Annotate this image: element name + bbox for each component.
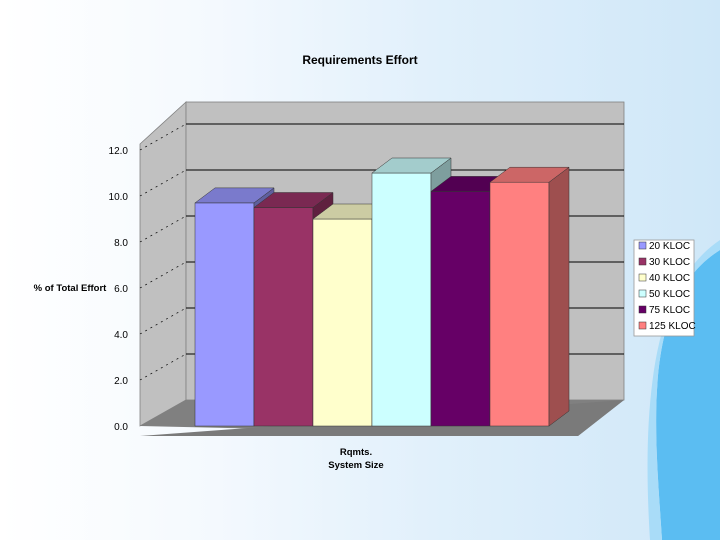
y-tick-label: 8.0 <box>114 238 128 249</box>
side-wall <box>139 101 187 427</box>
bar-top <box>253 192 334 208</box>
slide-swoosh-highlight <box>647 240 720 540</box>
bar-front <box>194 202 255 427</box>
y-axis-ticks: 0.0 2.0 4.0 6.0 8.0 10.0 12.0 <box>109 146 129 433</box>
bars <box>194 157 570 427</box>
bar <box>489 166 570 427</box>
legend-label: 50 KLOC <box>649 289 690 300</box>
bar <box>312 203 393 427</box>
legend-swatch <box>638 305 647 314</box>
bar-front <box>253 207 314 427</box>
legend: 20 KLOC 30 KLOC 40 KLOC 50 KLOC 75 KLOC 125 K… <box>633 239 696 337</box>
chart-title: Requirements Effort <box>302 53 417 67</box>
y-tick-label: 12.0 <box>109 146 129 157</box>
y-axis-label: % of Total Effort <box>34 283 107 294</box>
legend-label: 75 KLOC <box>649 305 690 316</box>
bar-top <box>371 157 452 174</box>
y-tick-label: 0.0 <box>114 422 128 433</box>
bar-top <box>194 187 275 204</box>
bar-front <box>430 191 491 427</box>
bar-front <box>312 218 373 427</box>
legend-label: 20 KLOC <box>649 241 690 252</box>
legend-swatch <box>638 257 647 266</box>
bar-side <box>548 166 570 427</box>
legend-label: 40 KLOC <box>649 273 690 284</box>
legend-swatch <box>638 241 647 250</box>
y-tick-label: 2.0 <box>114 376 128 387</box>
legend-box <box>633 239 695 337</box>
x-tick-label: Rqmts. <box>340 447 372 458</box>
legend-swatch <box>638 321 647 330</box>
y-tick-label: 6.0 <box>114 284 128 295</box>
legend-swatch <box>638 289 647 298</box>
bar-front <box>371 172 432 427</box>
y-tick-label: 4.0 <box>114 330 128 341</box>
y-tick-label: 10.0 <box>109 192 129 203</box>
bar-top <box>489 166 570 183</box>
legend-swatch <box>638 273 647 282</box>
legend-label: 125 KLOC <box>649 321 696 332</box>
legend-label: 30 KLOC <box>649 257 690 268</box>
x-axis-label: System Size <box>328 460 383 471</box>
bar-front <box>489 181 550 427</box>
